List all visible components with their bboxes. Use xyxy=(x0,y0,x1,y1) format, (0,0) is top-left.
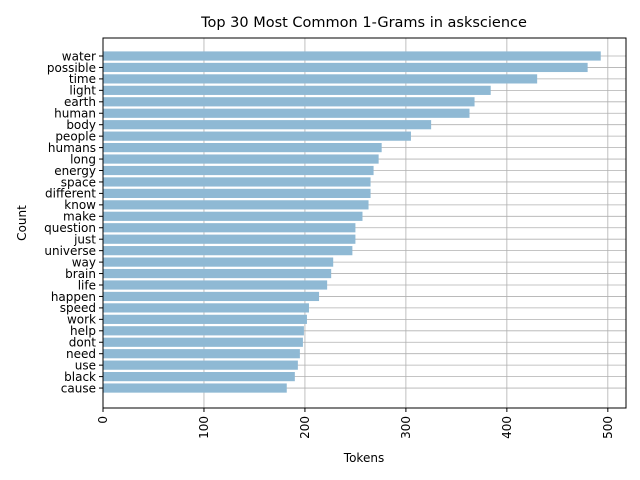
y-tick-label-body: body xyxy=(66,118,96,132)
bar-possible xyxy=(103,62,588,73)
bar-speed xyxy=(103,303,309,313)
bar-question xyxy=(103,223,356,233)
y-tick-label-work: work xyxy=(67,313,96,327)
y-tick-label-know: know xyxy=(64,198,96,212)
y-tick-label-life: life xyxy=(78,278,96,292)
y-tick-label-water: water xyxy=(62,49,96,63)
y-tick-label-make: make xyxy=(63,210,96,224)
bar-body xyxy=(103,120,432,130)
bar-use xyxy=(103,360,298,370)
x-tick-label: 0 xyxy=(96,416,110,424)
x-tick-label: 100 xyxy=(197,416,211,439)
bar-just xyxy=(103,234,356,244)
bar-earth xyxy=(103,97,475,107)
y-tick-label-just: just xyxy=(73,233,96,247)
bar-work xyxy=(103,314,307,324)
y-tick-label-earth: earth xyxy=(64,95,96,109)
y-tick-label-possible: possible xyxy=(47,61,96,75)
bar-long xyxy=(103,154,379,164)
bar-life xyxy=(103,280,328,290)
x-tick-labels: 0 100 200 300 400 500 xyxy=(96,408,615,439)
bar-universe xyxy=(103,246,353,256)
bar-brain xyxy=(103,268,332,279)
plot-frame xyxy=(102,37,627,409)
y-tick-label-cause: cause xyxy=(61,381,96,395)
bar-different xyxy=(103,188,371,198)
bar-black xyxy=(103,372,295,382)
y-tick-label-different: different xyxy=(45,187,96,201)
bar-happen xyxy=(103,291,320,302)
y-tick-label-light: light xyxy=(69,84,96,98)
y-tick-label-universe: universe xyxy=(44,244,96,258)
x-axis-label: Tokens xyxy=(343,451,384,465)
x-tick-label: 300 xyxy=(399,416,413,439)
bar-make xyxy=(103,211,363,221)
y-tick-label-use: use xyxy=(75,358,96,372)
bar-know xyxy=(103,200,369,210)
y-tick-label-speed: speed xyxy=(60,301,96,315)
bar-light xyxy=(103,85,491,95)
bar-humans xyxy=(103,143,382,153)
y-tick-label-people: people xyxy=(55,129,96,143)
bar-energy xyxy=(103,165,374,176)
bars xyxy=(103,51,601,393)
y-tick-labels: waterpossibletimelightearthhumanbodypeop… xyxy=(44,49,103,395)
y-tick-label-happen: happen xyxy=(51,290,96,304)
y-tick-label-dont: dont xyxy=(69,336,97,350)
x-tick-label: 200 xyxy=(298,416,312,439)
y-tick-label-space: space xyxy=(61,175,96,189)
bar-way xyxy=(103,257,334,267)
y-tick-label-way: way xyxy=(72,255,96,269)
bar-human xyxy=(103,108,470,118)
bar-dont xyxy=(103,337,303,347)
x-tick-label: 500 xyxy=(601,416,615,439)
x-tick-label: 400 xyxy=(500,416,514,439)
bar-water xyxy=(103,51,601,61)
bar-people xyxy=(103,131,411,141)
chart-title: Top 30 Most Common 1-Grams in askscience xyxy=(200,15,527,31)
bar-need xyxy=(103,349,300,359)
bar-space xyxy=(103,177,371,187)
y-tick-label-need: need xyxy=(66,347,96,361)
y-tick-label-help: help xyxy=(70,324,96,338)
y-tick-label-black: black xyxy=(64,370,96,384)
y-tick-label-energy: energy xyxy=(54,164,96,178)
y-tick-label-humans: humans xyxy=(48,141,96,155)
bar-help xyxy=(103,326,304,336)
y-tick-label-question: question xyxy=(44,221,96,235)
y-axis-label: Count xyxy=(15,205,29,241)
y-tick-label-brain: brain xyxy=(65,267,96,281)
bar-time xyxy=(103,74,538,84)
y-tick-label-human: human xyxy=(54,107,96,121)
y-tick-label-long: long xyxy=(70,152,96,166)
bar-cause xyxy=(103,383,287,393)
y-tick-label-time: time xyxy=(69,72,96,86)
